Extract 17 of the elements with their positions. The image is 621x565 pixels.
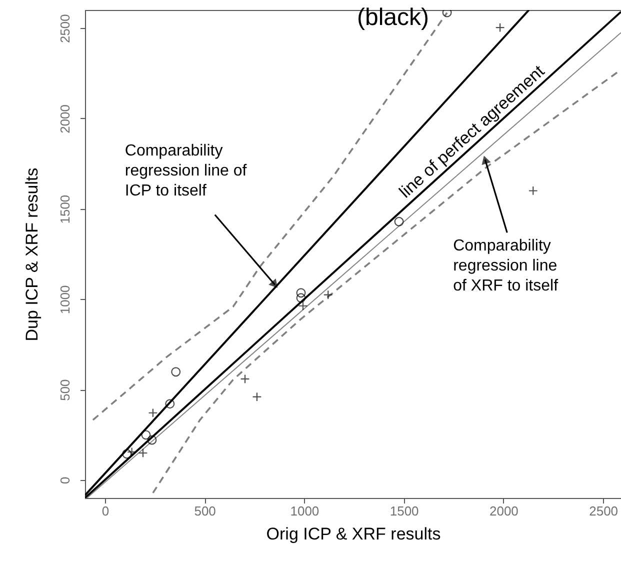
annotation: Comparability regression line of XRF to itself	[453, 238, 559, 295]
y-tick-label: 2000	[58, 104, 72, 134]
y-tick-label: 2500	[58, 14, 72, 44]
x-tick-label: 2500	[589, 504, 618, 518]
x-tick-label: 1000	[290, 504, 320, 518]
y-tick-label: 500	[58, 379, 72, 401]
y-axis-title: Dup ICP & XRF results	[22, 168, 42, 342]
y-tick-label: 0	[58, 476, 72, 484]
annotation: Comparability regression line of ICP to itself	[124, 142, 248, 200]
x-tick-label: 500	[194, 504, 216, 518]
x-tick-label: 2000	[489, 504, 518, 518]
y-tick-label: 1000	[58, 285, 72, 314]
y-tick-label: 1500	[58, 194, 72, 224]
x-axis-title: Orig ICP & XRF results	[266, 524, 441, 544]
x-tick-label: 0	[102, 504, 110, 518]
x-tick-label: 1500	[390, 504, 419, 518]
annotation: (black)	[356, 4, 430, 31]
